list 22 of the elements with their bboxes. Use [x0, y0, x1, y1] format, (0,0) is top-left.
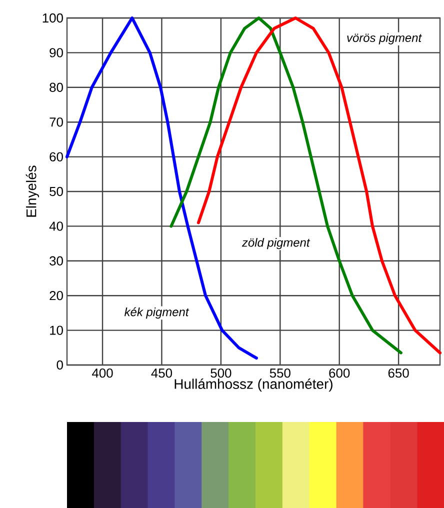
y-tick-label: 80 [50, 82, 63, 92]
y-tick-label: 70 [50, 118, 63, 127]
y-tick-label: 60 [50, 152, 63, 162]
x-tick-label: 550 [270, 368, 290, 378]
y-tick-label: 30 [50, 256, 63, 266]
x-tick-label: 450 [151, 368, 172, 378]
y-tick-label: 20 [50, 291, 63, 300]
y-tick-label: 50 [50, 186, 63, 196]
x-axis-title: Hullámhossz (nanométer) [174, 378, 332, 392]
y-tick-label: 90 [50, 48, 63, 58]
x-tick-label: 600 [329, 368, 350, 378]
y-tick-label: 0 [56, 360, 63, 370]
y-tick-label: 40 [49, 222, 63, 231]
x-tick-label: 500 [210, 368, 232, 378]
y-axis-title: Elnyelés [26, 166, 40, 217]
x-tick-label: 400 [92, 368, 113, 378]
annotation: vörös pigment [347, 33, 422, 44]
x-tick-label: 650 [388, 368, 409, 378]
y-tick-label: 100 [42, 13, 63, 23]
y-tick-label: 10 [50, 326, 63, 335]
annotation: zöld pigment [242, 238, 310, 250]
annotation: kék pigment [124, 307, 190, 319]
